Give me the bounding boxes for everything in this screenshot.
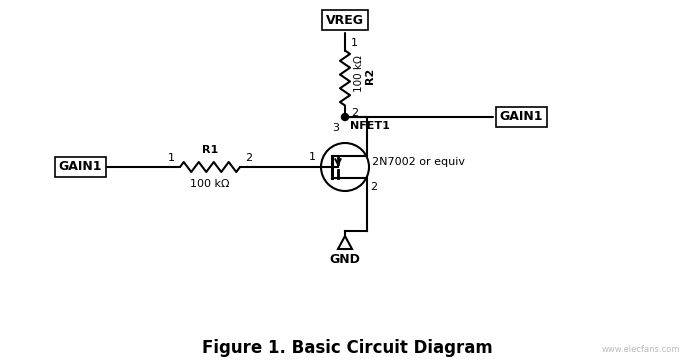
Text: 2: 2 <box>351 109 358 118</box>
Text: 2: 2 <box>245 153 252 163</box>
Text: 3: 3 <box>332 123 339 133</box>
Text: 100 kΩ: 100 kΩ <box>190 179 230 189</box>
Polygon shape <box>338 236 352 249</box>
Text: GND: GND <box>329 253 361 266</box>
Text: 100 kΩ: 100 kΩ <box>354 55 364 92</box>
Text: 2N7002 or equiv: 2N7002 or equiv <box>372 157 465 167</box>
Text: VREG: VREG <box>326 13 364 26</box>
Text: 2: 2 <box>370 182 377 192</box>
Text: 1: 1 <box>167 153 174 163</box>
Text: GAIN1: GAIN1 <box>58 160 101 173</box>
Text: NFET1: NFET1 <box>350 121 390 131</box>
Text: www.elecfans.com: www.elecfans.com <box>602 345 680 354</box>
Text: 1: 1 <box>351 38 358 47</box>
Text: 1: 1 <box>309 152 316 162</box>
Text: Figure 1. Basic Circuit Diagram: Figure 1. Basic Circuit Diagram <box>202 339 493 357</box>
Circle shape <box>341 114 348 121</box>
Text: R1: R1 <box>202 145 218 155</box>
Text: GAIN1: GAIN1 <box>499 110 543 123</box>
Text: R2: R2 <box>365 68 375 84</box>
